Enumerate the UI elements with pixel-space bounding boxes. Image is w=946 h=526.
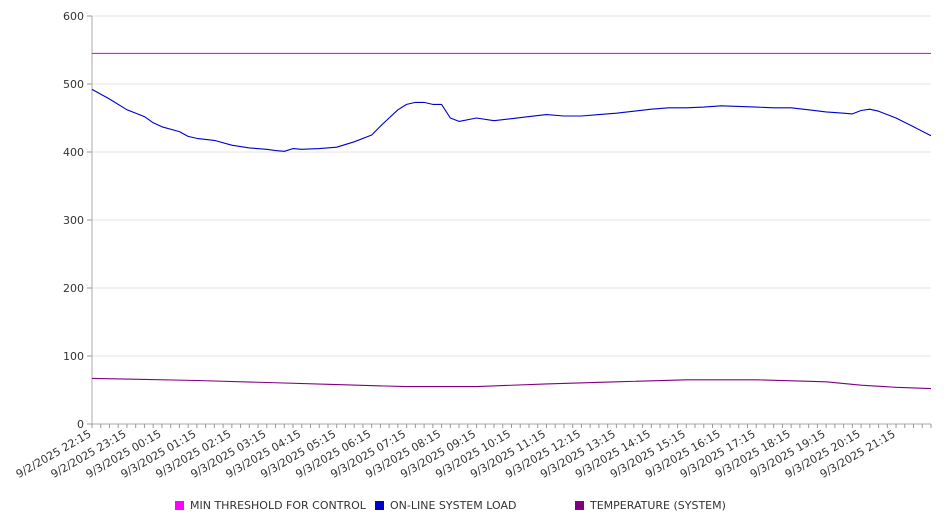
series-line-on-line-system-load — [91, 88, 932, 152]
legend: MIN THRESHOLD FOR CONTROL ON-LINE SYSTEM … — [175, 499, 726, 512]
y-tick-label: 600 — [63, 10, 84, 23]
y-tick-label: 100 — [63, 350, 84, 363]
y-tick-label: 400 — [63, 146, 84, 159]
gridlines — [92, 15, 931, 425]
legend-swatch — [175, 501, 184, 510]
legend-label: MIN THRESHOLD FOR CONTROL — [190, 499, 367, 512]
y-tick-label: 0 — [77, 418, 84, 431]
legend-swatch — [375, 501, 384, 510]
y-tick-label: 300 — [63, 214, 84, 227]
series-lines — [91, 52, 932, 390]
x-axis-ticks: 9/2/2025 22:159/2/2025 23:159/3/2025 00:… — [14, 424, 932, 481]
y-tick-label: 500 — [63, 78, 84, 91]
series-line-temperature-system — [91, 377, 932, 390]
y-tick-label: 200 — [63, 282, 84, 295]
legend-label: ON-LINE SYSTEM LOAD — [390, 499, 516, 512]
y-axis-ticks: 0 100 200 300 400 500 600 — [63, 10, 92, 431]
legend-label: TEMPERATURE (SYSTEM) — [589, 499, 726, 512]
legend-swatch — [575, 501, 584, 510]
